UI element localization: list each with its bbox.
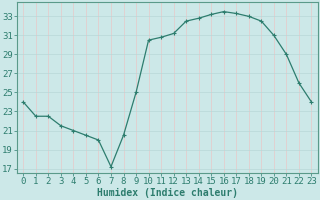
X-axis label: Humidex (Indice chaleur): Humidex (Indice chaleur) bbox=[97, 188, 238, 198]
